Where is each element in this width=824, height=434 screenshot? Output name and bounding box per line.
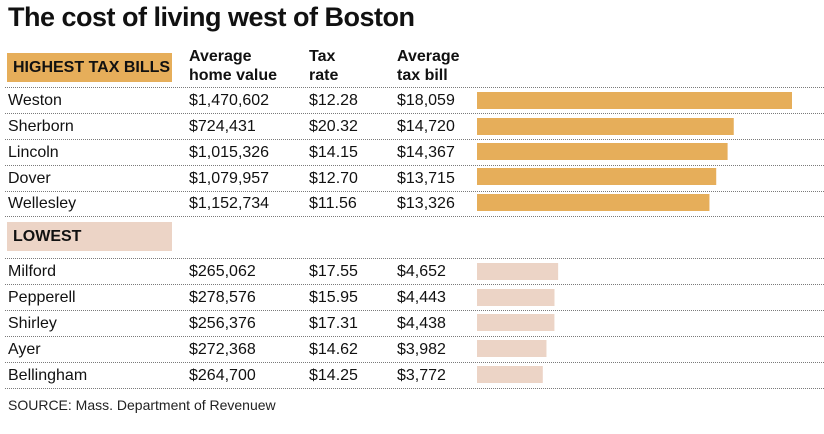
home-value: $1,152,734: [189, 195, 270, 212]
bar-wellesley: [477, 194, 710, 211]
table-row: Bellingham $264,700 $14.25 $3,772: [5, 363, 824, 389]
home-value: $1,470,602: [189, 92, 270, 109]
bar-pepperell: [477, 289, 555, 306]
town-name: Ayer: [8, 341, 41, 358]
table-row: Wellesley $1,152,734 $11.56 $13,326: [5, 191, 824, 217]
home-value: $256,376: [189, 315, 256, 332]
tax-rate: $12.70: [309, 170, 358, 187]
divider: [5, 310, 824, 311]
divider: [5, 191, 824, 192]
home-value: $1,079,957: [189, 170, 270, 187]
header-home-value: Average home value: [189, 48, 278, 84]
bar-dover: [477, 168, 717, 185]
bar-shirley: [477, 314, 555, 331]
bar-lincoln: [477, 143, 728, 160]
town-name: Dover: [8, 170, 51, 187]
table-row: Pepperell $278,576 $15.95 $4,443: [5, 285, 824, 311]
divider: [5, 139, 824, 140]
tax-bill: $13,715: [397, 170, 455, 187]
tax-bill: $3,772: [397, 367, 446, 384]
header-tax-bill: Average tax bill: [397, 48, 460, 84]
tax-bill: $14,367: [397, 144, 455, 161]
home-value: $264,700: [189, 367, 256, 384]
home-value: $278,576: [189, 289, 256, 306]
header-tax-rate: Tax rate: [309, 48, 339, 84]
tax-rate: $14.25: [309, 367, 358, 384]
tax-bill: $18,059: [397, 92, 455, 109]
home-value: $1,015,326: [189, 144, 270, 161]
bar-sherborn: [477, 118, 734, 135]
tax-rate: $11.56: [309, 195, 357, 212]
highest-tax-bills-label: HIGHEST TAX BILLS: [7, 53, 172, 82]
home-value: $724,431: [189, 118, 256, 135]
tax-rate: $15.95: [309, 289, 358, 306]
tax-rate: $20.32: [309, 118, 358, 135]
town-name: Pepperell: [8, 289, 76, 306]
town-name: Wellesley: [8, 195, 77, 212]
divider: [5, 258, 824, 259]
tax-rate: $12.28: [309, 92, 358, 109]
table-row: Lincoln $1,015,326 $14.15 $14,367: [5, 140, 824, 166]
tax-rate: $14.62: [309, 341, 358, 358]
table-row: Ayer $272,368 $14.62 $3,982: [5, 337, 824, 363]
table-row: Shirley $256,376 $17.31 $4,438: [5, 311, 824, 337]
town-name: Milford: [8, 263, 57, 280]
divider: [5, 165, 824, 166]
table-row: Weston $1,470,602 $12.28 $18,059: [5, 88, 824, 114]
town-name: Shirley: [8, 315, 57, 332]
town-name: Weston: [8, 92, 62, 109]
table-row: Sherborn $724,431 $20.32 $14,720: [5, 114, 824, 140]
source-note: SOURCE: Mass. Department of Revenuew: [8, 397, 276, 413]
tax-rate: $14.15: [309, 144, 358, 161]
divider: [5, 216, 824, 217]
town-name: Sherborn: [8, 118, 74, 135]
divider: [5, 87, 824, 88]
lowest-label: LOWEST: [7, 222, 172, 251]
tax-bill: $4,443: [397, 289, 446, 306]
tax-bill: $13,326: [397, 195, 455, 212]
bar-weston: [477, 92, 792, 109]
table-row: Milford $265,062 $17.55 $4,652: [5, 259, 824, 285]
divider: [5, 388, 824, 389]
town-name: Bellingham: [8, 367, 88, 384]
town-name: Lincoln: [8, 144, 59, 161]
tax-rate: $17.55: [309, 263, 358, 280]
divider: [5, 284, 824, 285]
home-value: $272,368: [189, 341, 256, 358]
bar-bellingham: [477, 366, 543, 383]
tax-bill: $4,438: [397, 315, 446, 332]
divider: [5, 362, 824, 363]
tax-bill: $14,720: [397, 118, 455, 135]
chart-title: The cost of living west of Boston: [8, 2, 415, 32]
divider: [5, 113, 824, 114]
divider: [5, 336, 824, 337]
table-row: Dover $1,079,957 $12.70 $13,715: [5, 166, 824, 192]
tax-rate: $17.31: [309, 315, 358, 332]
tax-bill: $3,982: [397, 341, 446, 358]
bar-milford: [477, 263, 559, 280]
tax-bill: $4,652: [397, 263, 446, 280]
bar-ayer: [477, 340, 547, 357]
home-value: $265,062: [189, 263, 256, 280]
